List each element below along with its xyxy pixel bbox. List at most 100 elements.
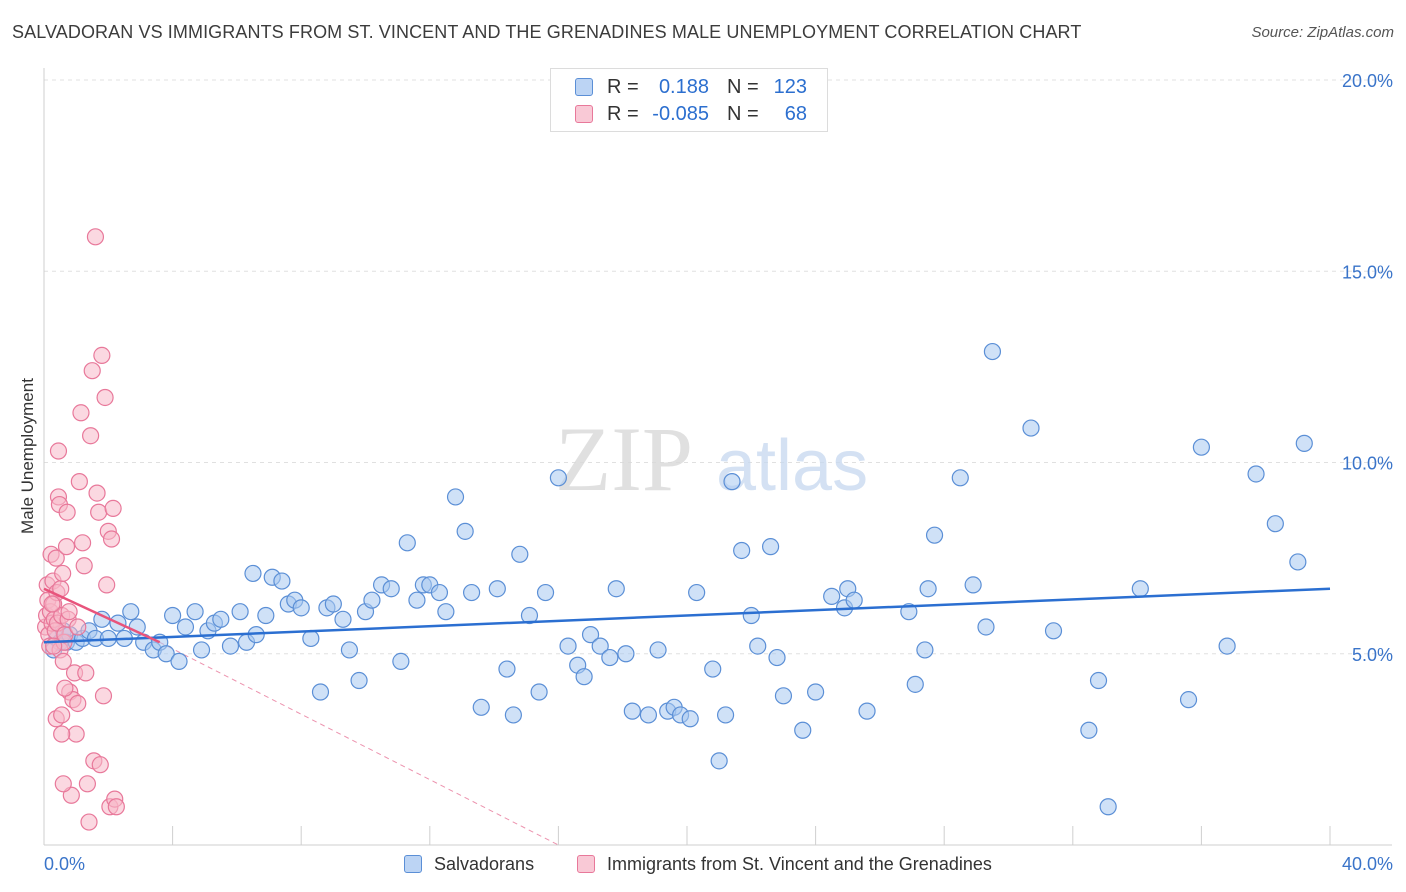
immigrants-points: [37, 228, 125, 831]
immigrants-point: [69, 694, 87, 713]
immigrants-point: [54, 775, 72, 793]
salvadorans-point: [951, 469, 969, 487]
immigrants-point: [94, 687, 113, 705]
legend-n-label: N =: [727, 102, 759, 125]
salvadorans-point: [1089, 671, 1108, 690]
y-tick-label: 10.0%: [1342, 454, 1393, 474]
bottom-legend-label: Salvadorans: [434, 853, 535, 874]
salvadorans-point: [437, 603, 455, 621]
salvadorans-point: [823, 587, 841, 605]
salvadorans-point: [456, 522, 474, 540]
immigrants-point: [47, 549, 65, 567]
bottom-legend-label: Immigrants from St. Vincent and the Gren…: [607, 853, 992, 874]
salvadorans-point: [649, 641, 667, 659]
salvadorans-point: [964, 576, 982, 594]
salvadorans-trend-line: [43, 587, 1331, 644]
immigrants-point: [107, 798, 125, 816]
immigrants-point: [49, 442, 68, 460]
salvadorans-point: [806, 683, 825, 701]
salvadorans-point: [311, 683, 330, 701]
salvadorans-point: [1247, 465, 1265, 483]
salvadorans-point: [520, 606, 539, 625]
salvadorans-point: [504, 706, 522, 724]
salvadorans-point: [601, 648, 619, 667]
immigrants-point: [56, 679, 74, 697]
salvadorans-point: [623, 702, 641, 720]
salvadorans-point: [324, 595, 342, 613]
salvadorans-point: [688, 583, 706, 602]
salvadorans-point: [221, 637, 240, 655]
immigrants-point: [53, 706, 71, 724]
salvadorans-point: [716, 706, 735, 724]
salvadorans-point: [382, 580, 400, 598]
axes: [43, 68, 1392, 846]
salvadorans-point: [858, 702, 876, 720]
salvadorans-point: [710, 752, 728, 770]
bottom-legend-salvadorans: Salvadorans: [404, 851, 534, 877]
immigrants-point: [75, 557, 93, 575]
salvadorans-point: [446, 488, 465, 506]
tick-labels: 5.0% 10.0% 15.0% 20.0% 0.0% 40.0%: [44, 71, 1393, 874]
immigrants-point: [78, 775, 97, 793]
salvadorans-point: [273, 572, 291, 590]
immigrants-point: [54, 652, 72, 671]
y-tick-label: 5.0%: [1352, 645, 1393, 665]
salvadorans-point: [794, 721, 812, 739]
immigrants-point: [72, 404, 90, 422]
salvadorans-point: [774, 687, 793, 705]
salvadorans-point: [244, 564, 262, 583]
salvadorans-point: [607, 580, 625, 598]
salvadorans-point: [1295, 434, 1313, 452]
salvadorans-point: [704, 660, 722, 678]
salvadorans-point: [257, 606, 275, 625]
legend-n-value: 123: [773, 75, 807, 98]
salvadorans-point: [157, 645, 175, 663]
immigrants-point: [53, 725, 71, 743]
salvadorans-point: [559, 637, 577, 655]
legend-r-label: R =: [607, 75, 639, 98]
immigrants-point: [82, 427, 100, 445]
immigrants-point: [77, 664, 95, 682]
salvadorans-point: [186, 603, 204, 621]
immigrants-point: [88, 484, 106, 502]
y-tick-label: 20.0%: [1342, 71, 1393, 91]
salvadorans-point: [919, 580, 937, 598]
salvadorans-point: [350, 671, 368, 690]
salvadorans-point: [591, 637, 609, 655]
legend-swatch-blue: [575, 78, 593, 96]
immigrants-point: [90, 503, 108, 521]
salvadorans-point: [977, 618, 995, 636]
watermark-zip: ZIP: [555, 408, 693, 510]
salvadorans-point: [292, 599, 310, 617]
bottom-legend-immigrants: Immigrants from St. Vincent and the Gren…: [577, 851, 992, 877]
salvadorans-point: [723, 473, 741, 491]
grid-lines: [44, 79, 1392, 655]
salvadorans-point: [164, 606, 182, 625]
immigrants-point: [86, 228, 105, 246]
salvadorans-point: [122, 603, 140, 621]
x-tick-label: 0.0%: [44, 854, 85, 874]
salvadorans-point: [536, 583, 555, 602]
x-tick-label: 40.0%: [1342, 854, 1393, 874]
salvadorans-point: [681, 710, 699, 728]
immigrants-point: [96, 388, 114, 407]
chart-title: SALVADORAN VS IMMIGRANTS FROM ST. VINCEN…: [12, 22, 1082, 42]
immigrants-point: [57, 538, 76, 556]
legend-r-value: -0.085: [652, 102, 709, 125]
salvadorans-point: [408, 591, 426, 609]
salvadorans-point: [430, 583, 449, 602]
immigrants-point: [80, 813, 98, 831]
immigrants-point: [73, 534, 92, 552]
salvadorans-point: [498, 660, 516, 678]
salvadorans-point: [761, 538, 780, 556]
watermark-atlas: atlas: [716, 426, 868, 506]
immigrants-point: [67, 725, 85, 743]
source-label: Source: ZipAtlas.com: [1251, 24, 1394, 41]
salvadorans-point: [1266, 515, 1284, 533]
legend-r-value: 0.188: [658, 75, 709, 98]
immigrants-point: [83, 362, 101, 380]
immigrants-point: [93, 346, 111, 364]
correlation-legend: R = 0.188 N = 123 R = -0.085 N = 68: [550, 68, 828, 132]
immigrants-point: [43, 595, 61, 613]
